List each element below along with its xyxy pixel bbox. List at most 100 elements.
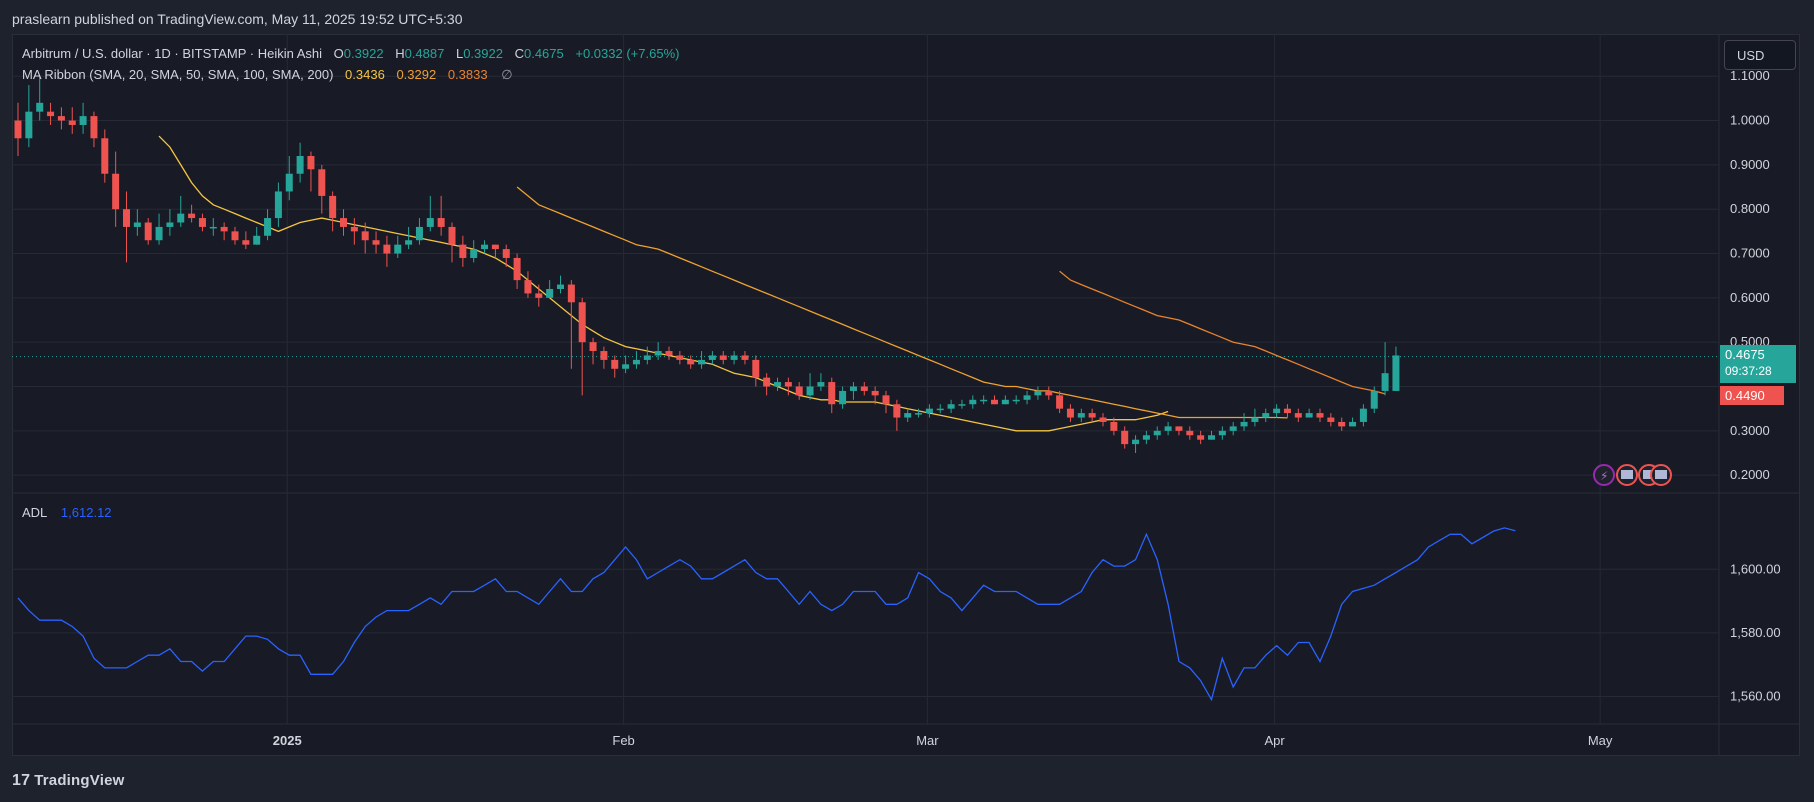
candle-body <box>177 213 185 223</box>
candle-body <box>1186 430 1194 436</box>
candle-body <box>806 386 814 396</box>
candle-body <box>622 364 630 369</box>
last-price-tag: 0.4675 09:37:28 <box>1720 345 1796 383</box>
ma-price-label: 0.4490 <box>1725 388 1765 403</box>
candle-body <box>79 116 87 125</box>
candle-body <box>340 218 347 227</box>
price-axis-tick: 1.1000 <box>1730 68 1770 83</box>
adl-value: 1,612.12 <box>60 505 112 520</box>
candle-body <box>535 293 543 298</box>
price-axis-tick: 0.7000 <box>1730 246 1770 261</box>
candle-body <box>687 359 695 365</box>
candle-body <box>123 209 130 227</box>
candle-body <box>1099 417 1107 422</box>
adl-label[interactable]: ADL <box>22 505 48 520</box>
price-axis-tick: 0.9000 <box>1730 157 1770 172</box>
candle-body <box>14 120 22 139</box>
price-axis-tick: 0.2000 <box>1730 467 1770 482</box>
candle-body <box>1001 399 1009 405</box>
candle-body <box>198 218 206 227</box>
candle-body <box>557 284 564 289</box>
low-label: L <box>455 46 464 61</box>
candle-body <box>1034 390 1042 396</box>
candle-body <box>459 244 467 258</box>
candle-body <box>849 386 857 391</box>
candle-body <box>958 404 966 406</box>
us-flag-icon <box>1655 470 1667 479</box>
candle-body <box>448 226 456 245</box>
candle-body <box>1153 430 1161 436</box>
ma20-value: 0.3436 <box>345 67 385 82</box>
candle-body <box>708 355 716 360</box>
candle-body <box>426 218 434 227</box>
candle-body <box>1262 413 1270 418</box>
candle-body <box>1056 395 1064 409</box>
lightning-event-icon <box>1593 464 1615 486</box>
price-axis-tick: 1.0000 <box>1730 113 1770 128</box>
candle-body <box>1132 439 1140 445</box>
ma-price-tag: 0.4490 <box>1720 386 1784 405</box>
candle-body <box>372 240 380 245</box>
candle-body <box>57 116 65 121</box>
candle-body <box>546 288 554 298</box>
candle-body <box>253 235 261 245</box>
candle-body <box>90 116 98 139</box>
candle-body <box>296 156 304 174</box>
candle-body <box>166 222 174 227</box>
tradingview-brand: TradingView <box>34 772 125 789</box>
candle-body <box>361 231 369 241</box>
candle-body <box>1251 417 1259 422</box>
candle-body <box>470 249 478 258</box>
adl-axis-tick: 1,600.00 <box>1730 561 1781 576</box>
symbol-title[interactable]: Arbitrum / U.S. dollar · 1D · BITSTAMP ·… <box>22 46 323 61</box>
candle-body <box>1012 399 1020 402</box>
candle-body <box>101 138 109 174</box>
ma50-value: 0.3292 <box>396 67 437 82</box>
footer-bar <box>0 758 1814 802</box>
candle-body <box>991 399 998 405</box>
candle-body <box>1240 421 1248 427</box>
candle-body <box>350 226 358 232</box>
us-flag-icon <box>1643 470 1655 479</box>
candle-body <box>925 408 933 414</box>
candle-body <box>36 102 44 112</box>
candle-body <box>1349 421 1357 427</box>
candle-body <box>1370 390 1378 409</box>
time-axis-tick: 2025 <box>273 733 302 748</box>
candle-body <box>437 218 445 227</box>
chart-frame <box>12 34 1800 756</box>
candle-body <box>1208 435 1215 440</box>
candle-body <box>698 359 706 365</box>
adl-line <box>17 527 1516 702</box>
candle-body <box>882 395 890 405</box>
candle-body <box>752 359 760 378</box>
ma200-empty-value: ∅ <box>501 67 513 82</box>
candle-body <box>665 351 673 356</box>
ma-line-sma50 <box>516 186 1288 419</box>
candle-body <box>1066 408 1074 418</box>
candle-body <box>1229 426 1237 431</box>
candle-body <box>383 244 391 254</box>
low-value: 0.3922 <box>463 46 503 61</box>
candle-body <box>1110 421 1118 431</box>
candle-body <box>719 355 727 360</box>
candle-body <box>502 249 510 258</box>
tradingview-logo[interactable]: 17 TradingView <box>12 772 124 790</box>
candle-body <box>1338 421 1346 427</box>
candle-body <box>1273 408 1281 414</box>
candle-body <box>524 280 532 294</box>
candle-body <box>209 226 217 229</box>
countdown-label: 09:37:28 <box>1725 364 1772 378</box>
candle-body <box>567 284 575 303</box>
candle-body <box>774 382 781 387</box>
candle-body <box>242 240 250 245</box>
currency-button[interactable]: USD <box>1724 40 1796 70</box>
ma-ribbon-title[interactable]: MA Ribbon (SMA, 20, SMA, 50, SMA, 100, S… <box>22 67 334 82</box>
adl-axis-tick: 1,580.00 <box>1730 625 1781 640</box>
candle-body <box>415 226 423 241</box>
price-axis-tick: 0.8000 <box>1730 201 1770 216</box>
candle-body <box>405 240 413 245</box>
time-axis-tick: May <box>1588 733 1613 748</box>
time-axis-tick: Apr <box>1264 733 1285 748</box>
